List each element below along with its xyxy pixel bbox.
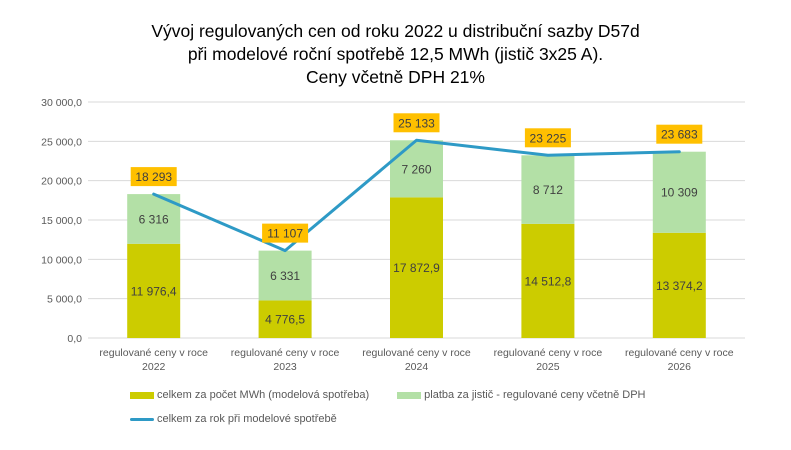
- data-label: 10 309: [661, 186, 698, 200]
- legend-label-total: celkem za rok při modelové spotřebě: [157, 413, 337, 425]
- data-label: 14 512,8: [525, 274, 572, 288]
- legend-item-breaker: platba za jistič - regulované ceny včetn…: [397, 389, 646, 401]
- legend-item-total: celkem za rok při modelové spotřebě: [130, 413, 337, 425]
- total-label: 23 225: [530, 131, 567, 145]
- x-tick-label: 2026: [668, 361, 692, 373]
- x-tick-label: 2024: [405, 361, 429, 373]
- bar-breaker: [521, 155, 575, 224]
- y-tick-label: 30 000,0: [41, 97, 82, 109]
- data-label: 11 976,4: [131, 284, 177, 298]
- x-tick-label: 2022: [142, 361, 166, 373]
- x-tick-label: 2025: [536, 361, 560, 373]
- x-tick-label: regulované ceny v roce: [231, 347, 340, 359]
- y-tick-label: 25 000,0: [41, 136, 82, 148]
- total-label: 25 133: [398, 116, 435, 130]
- line-total: [152, 138, 681, 253]
- total-label: 18 293: [135, 170, 172, 184]
- chart-title: Vývoj regulovaných cen od roku 2022 u di…: [0, 20, 791, 89]
- data-label: 4 776,5: [265, 313, 305, 327]
- y-tick-label: 10 000,0: [41, 254, 82, 266]
- chart-title-line-2: při modelové roční spotřebě 12,5 MWh (ji…: [187, 44, 604, 64]
- y-tick-label: 15 000,0: [41, 215, 82, 227]
- x-tick-label: regulované ceny v roce: [362, 347, 471, 359]
- data-label: 17 872,9: [393, 261, 440, 275]
- data-label: 8 712: [533, 183, 563, 197]
- legend-swatch-total: [130, 417, 154, 421]
- chart-title-line-3: Ceny včetně DPH 21%: [306, 67, 485, 87]
- y-tick-label: 20 000,0: [41, 176, 82, 188]
- legend-item-energy: celkem za počet MWh (modelová spotřeba): [130, 389, 369, 401]
- legend-label-energy: celkem za počet MWh (modelová spotřeba): [157, 389, 370, 401]
- total-label-box: [130, 167, 177, 187]
- data-label: 13 374,2: [656, 279, 703, 293]
- y-tick-label: 5 000,0: [47, 294, 82, 306]
- legend-label-breaker: platba za jistič - regulované ceny včetn…: [424, 389, 646, 401]
- bar-energy: [127, 243, 181, 338]
- total-label-box: [393, 113, 440, 133]
- bar-energy: [258, 300, 312, 338]
- total-label-box: [262, 223, 309, 243]
- y-tick-label: 0,0: [67, 333, 82, 345]
- data-label: 6 316: [139, 212, 169, 226]
- data-label: 6 331: [270, 269, 300, 283]
- bar-breaker: [390, 140, 443, 198]
- chart-title-line-1: Vývoj regulovaných cen od roku 2022 u di…: [151, 21, 640, 41]
- total-label-box: [524, 128, 571, 148]
- bar-energy: [521, 223, 575, 338]
- total-label-box: [656, 124, 703, 144]
- bar-breaker: [258, 250, 312, 301]
- bar-energy: [390, 197, 443, 338]
- x-tick-label: regulované ceny v roce: [625, 347, 734, 359]
- legend: celkem za počet MWh (modelová spotřeba) …: [130, 385, 658, 433]
- bar-breaker: [652, 151, 706, 233]
- x-tick-label: regulované ceny v roce: [99, 347, 208, 359]
- legend-swatch-energy: [130, 391, 154, 399]
- total-label: 11 107: [267, 227, 303, 241]
- data-label: 7 260: [401, 162, 431, 176]
- x-tick-label: 2023: [273, 361, 297, 373]
- total-label: 23 683: [661, 128, 698, 142]
- bar-energy: [652, 232, 706, 338]
- x-tick-label: regulované ceny v roce: [494, 347, 603, 359]
- legend-swatch-breaker: [397, 391, 422, 399]
